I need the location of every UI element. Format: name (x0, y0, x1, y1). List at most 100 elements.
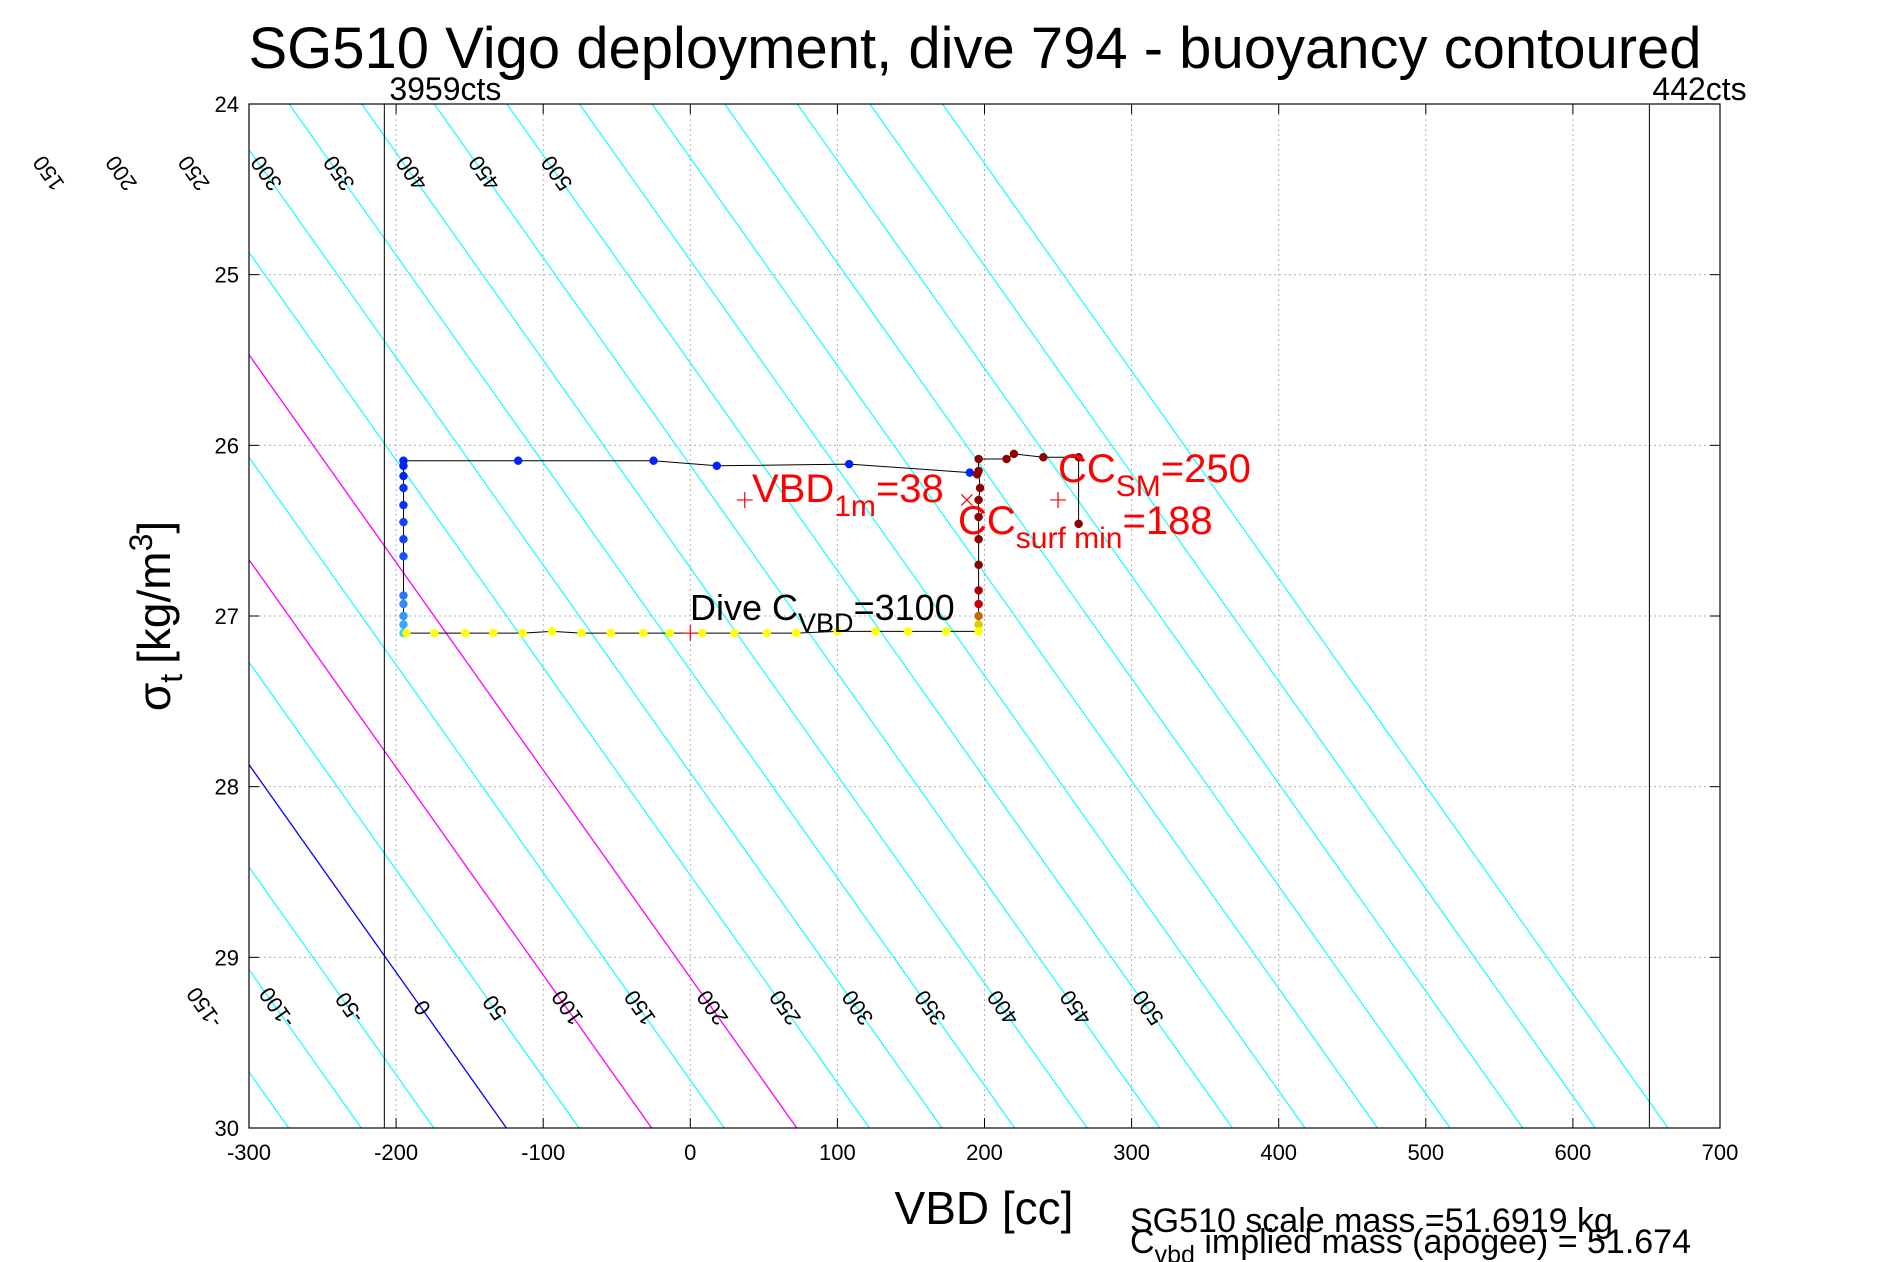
dive-point (903, 627, 913, 636)
cc-surf-min-main: CC (958, 499, 1016, 543)
implied-mass-rest: implied mass (apogee) = 51.674 (1195, 1223, 1691, 1261)
dive-point (844, 459, 854, 469)
contour-line (249, 251, 870, 1128)
dive-point (791, 628, 801, 638)
dive-point (488, 628, 498, 638)
contour-line (869, 104, 1596, 1128)
dive-point (942, 627, 951, 636)
y-tick-label: 24 (215, 92, 239, 117)
dive-point (974, 586, 983, 595)
dive-point (974, 560, 983, 570)
x-tick-label: 0 (684, 1140, 696, 1165)
x-tick-label: 200 (966, 1140, 1003, 1165)
x-tick-label: 100 (819, 1140, 856, 1165)
dive-point (399, 620, 408, 629)
cc-sm-main: CC (1058, 447, 1116, 491)
dive-point (399, 500, 408, 510)
contour-line (361, 104, 1088, 1128)
x-tick-label: 500 (1407, 1140, 1444, 1165)
scale-mass-text: SG510 scale mass =51.6919 kg (1130, 1202, 1613, 1240)
dive-point (399, 552, 408, 561)
dive-point (399, 471, 408, 481)
x-tick-label: -100 (521, 1140, 565, 1165)
dive-point (399, 591, 408, 600)
contour-line (796, 104, 1524, 1128)
dive-point (513, 456, 523, 465)
dive-point (577, 628, 586, 638)
dive-point (697, 628, 707, 638)
dive-point (547, 627, 557, 636)
dive-point (1039, 453, 1048, 462)
dive-point (762, 628, 772, 638)
x-axis-label: VBD [cc] (895, 1182, 1074, 1234)
vbd-limit-label: 3959cts (389, 71, 501, 107)
dive-point (518, 628, 527, 638)
contour-line (506, 104, 1233, 1128)
x-tick-label: 700 (1702, 1140, 1739, 1165)
y-tick-label: 29 (215, 945, 239, 970)
x-tick-label: 300 (1113, 1140, 1150, 1165)
contour-line (579, 104, 1306, 1128)
dive-point (399, 483, 408, 493)
grid-lines (249, 104, 1720, 1128)
marker-x-b (960, 493, 973, 506)
dive-point (712, 461, 722, 471)
dive-point (965, 468, 975, 477)
dive-point (606, 628, 616, 638)
vbd-1m-main: VBD (752, 467, 834, 511)
x-tick-label: -300 (227, 1140, 271, 1165)
dive-point (974, 466, 983, 476)
dive-point (833, 627, 842, 636)
dive-point (974, 454, 983, 464)
dive-point (871, 627, 880, 636)
dive-point (974, 611, 983, 621)
dive-point (1009, 449, 1019, 459)
x-tick-label: -200 (374, 1140, 418, 1165)
y-axis-label-unit: [kg/m (128, 551, 180, 663)
dive-point (974, 534, 983, 544)
markers (682, 491, 1067, 642)
vbd-1m-annotation: VBD1m=38 (752, 467, 944, 523)
dive-point (399, 534, 408, 544)
dive-point (974, 495, 983, 505)
dive-point (665, 628, 674, 638)
contour-line (249, 558, 653, 1128)
cc-sm-sub: SM (1116, 470, 1161, 503)
dive-point (1074, 453, 1083, 462)
implied-mass-text: Cvbd implied mass (apogee) = 51.674 (1130, 1223, 1691, 1262)
dive-point (974, 512, 983, 522)
dive-point (399, 517, 408, 527)
cc-surf-min-value: =188 (1122, 499, 1212, 543)
dive-c-value: =3100 (854, 587, 955, 628)
contour-line (651, 104, 1378, 1128)
cc-sm-annotation: CCSM=250 (1058, 447, 1251, 503)
y-tick-label: 27 (215, 604, 239, 629)
dive-point (399, 599, 408, 609)
y-axis-label-sigma: σ (128, 683, 180, 711)
cc-surf-min-sub: surf min (1016, 522, 1123, 555)
buoyancy-contours (249, 104, 1669, 1128)
y-tick-label: 26 (215, 433, 239, 458)
dive-point (974, 599, 983, 609)
dive-point (975, 483, 985, 493)
vbd-limit-lines: 3959cts 442cts (383, 71, 1747, 1128)
y-axis-label-sup: 3 (123, 534, 159, 552)
y-axis-label-text: σt [kg/m3] (123, 521, 189, 711)
y-tick-label: 28 (215, 775, 239, 800)
dive-points (399, 449, 1083, 638)
dive-point (649, 456, 658, 465)
contour-line (249, 763, 507, 1128)
y-axis-label-close: ] (128, 521, 180, 534)
x-tick-label: 400 (1260, 1140, 1297, 1165)
cc-sm-value: =250 (1161, 447, 1251, 491)
dive-c-sub: VBD (798, 608, 854, 638)
contour-line (288, 104, 1016, 1128)
dive-point (1074, 519, 1083, 529)
dive-point (430, 628, 439, 638)
y-axis-label-sub: t (153, 674, 189, 683)
dive-point (638, 628, 648, 638)
dive-point (1002, 454, 1011, 464)
vbd-limit-label: 442cts (1652, 71, 1746, 107)
y-axis-label: σt [kg/m3] (123, 521, 189, 711)
